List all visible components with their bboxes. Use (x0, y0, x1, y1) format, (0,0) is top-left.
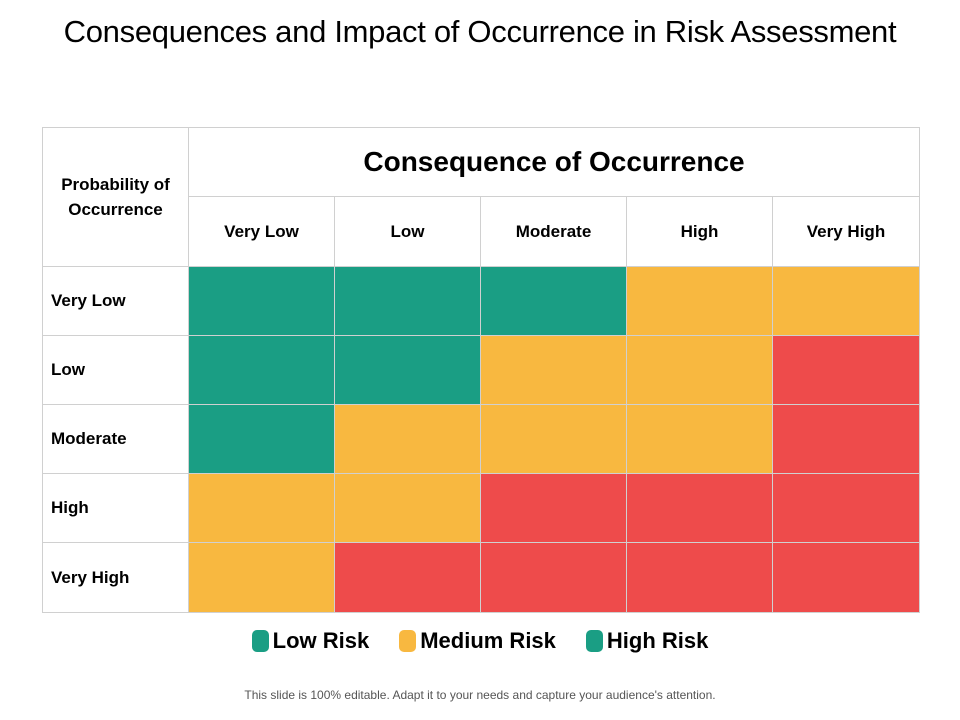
matrix-cell-high-risk (627, 543, 773, 612)
matrix-cell-low-risk (189, 405, 335, 474)
matrix-cell-high-risk (335, 543, 481, 612)
matrix-cell-low-risk (335, 267, 481, 336)
legend: Low Risk Medium Risk High Risk (0, 628, 960, 654)
consequence-header: Consequence of Occurrence (189, 128, 919, 197)
page-title: Consequences and Impact of Occurrence in… (63, 14, 897, 49)
matrix-cell-high-risk (481, 474, 627, 543)
legend-item: High Risk (585, 628, 709, 654)
corner-label: Probability of Occurrence (43, 128, 189, 267)
matrix-cell-medium-risk (335, 474, 481, 543)
matrix-cell-low-risk (189, 336, 335, 405)
matrix-cell-medium-risk (189, 543, 335, 612)
row-header: Low (43, 336, 189, 405)
legend-label: Medium Risk (420, 628, 556, 653)
matrix-cell-high-risk (627, 474, 773, 543)
matrix-cell-low-risk (335, 336, 481, 405)
legend-item: Medium Risk (399, 628, 556, 654)
column-header: Moderate (481, 197, 627, 267)
matrix-cell-medium-risk (627, 336, 773, 405)
matrix-cell-high-risk (773, 336, 919, 405)
matrix-cell-high-risk (481, 543, 627, 612)
row-header: High (43, 474, 189, 543)
matrix-cell-medium-risk (627, 405, 773, 474)
row-header: Very Low (43, 267, 189, 336)
column-header: Low (335, 197, 481, 267)
column-header: Very Low (189, 197, 335, 267)
risk-matrix: Probability of Occurrence Consequence of… (42, 127, 920, 613)
legend-label: High Risk (606, 628, 709, 653)
legend-swatch (251, 630, 269, 652)
footer-note: This slide is 100% editable. Adapt it to… (244, 688, 716, 702)
matrix-cell-low-risk (189, 267, 335, 336)
legend-swatch (399, 630, 417, 652)
legend-item: Low Risk (251, 628, 370, 654)
matrix-cell-high-risk (773, 405, 919, 474)
row-header: Moderate (43, 405, 189, 474)
matrix-cell-high-risk (773, 543, 919, 612)
matrix-cell-medium-risk (627, 267, 773, 336)
matrix-cell-medium-risk (335, 405, 481, 474)
matrix-cell-medium-risk (481, 405, 627, 474)
row-header: Very High (43, 543, 189, 612)
matrix-cell-high-risk (773, 474, 919, 543)
matrix-cell-medium-risk (481, 336, 627, 405)
column-header: High (627, 197, 773, 267)
matrix-cell-medium-risk (773, 267, 919, 336)
legend-label: Low Risk (272, 628, 370, 653)
legend-swatch (585, 630, 603, 652)
column-header: Very High (773, 197, 919, 267)
matrix-cell-low-risk (481, 267, 627, 336)
matrix-cell-medium-risk (189, 474, 335, 543)
